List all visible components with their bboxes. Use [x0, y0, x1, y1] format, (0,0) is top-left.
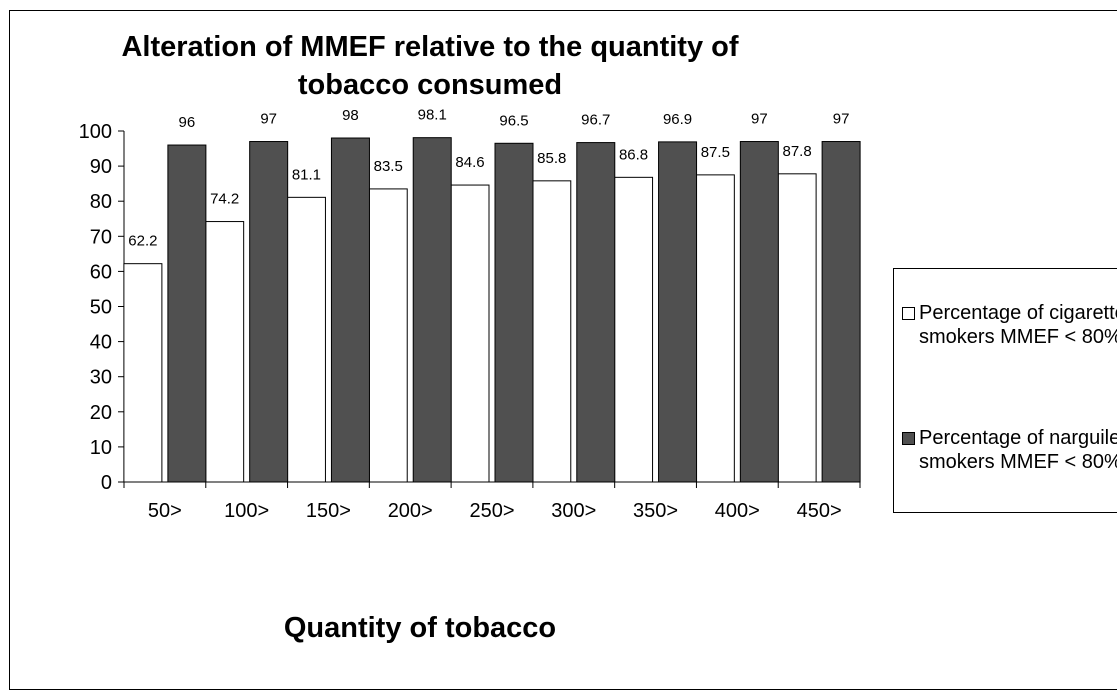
x-tick-label: 350> — [633, 500, 678, 522]
legend: Percentage of cigarette smokers MMEF < 8… — [893, 268, 1117, 513]
y-tick-label: 40 — [90, 332, 112, 354]
data-label-narguileh: 97 — [833, 111, 850, 128]
y-tick-label: 90 — [90, 156, 112, 178]
legend-label-cigarette: Percentage of cigarette smokers MMEF < 8… — [919, 302, 1117, 348]
data-label-cigarette: 81.1 — [292, 166, 321, 183]
bar-narguileh — [412, 137, 452, 483]
bar-cigarette — [532, 180, 572, 483]
data-label-narguileh: 97 — [260, 111, 277, 128]
bar-narguileh — [658, 141, 698, 483]
data-label-cigarette: 86.8 — [619, 146, 648, 163]
bar-narguileh — [249, 141, 289, 483]
bar-narguileh — [739, 141, 779, 483]
x-tick-label: 300> — [551, 500, 596, 522]
legend-swatch-cigarette — [902, 307, 915, 320]
data-label-cigarette: 62.2 — [128, 233, 157, 250]
data-label-cigarette: 85.8 — [537, 150, 566, 167]
bar-cigarette — [368, 188, 408, 483]
data-label-narguileh: 98 — [342, 107, 359, 124]
bar-cigarette — [614, 176, 654, 483]
bar-cigarette — [286, 196, 326, 483]
y-tick-label: 30 — [90, 367, 112, 389]
bar-narguileh — [330, 137, 370, 483]
x-tick-label: 100> — [224, 500, 269, 522]
bar-cigarette — [123, 263, 163, 483]
data-label-cigarette: 84.6 — [455, 154, 484, 171]
bar-cigarette — [450, 184, 490, 483]
data-label-narguileh: 96.7 — [581, 112, 610, 129]
x-tick-label: 450> — [797, 500, 842, 522]
legend-item-narguileh: Percentage of narguileh smokers MMEF < 8… — [902, 426, 1117, 474]
y-tick-label: 80 — [90, 191, 112, 213]
y-tick-label: 100 — [79, 121, 112, 143]
x-tick-label: 200> — [388, 500, 433, 522]
x-axis-label: Quantity of tobacco — [283, 612, 557, 644]
data-label-cigarette: 87.5 — [701, 144, 730, 161]
data-label-narguileh: 96 — [179, 114, 196, 131]
plot-area: 0 10 20 30 40 50 60 70 80 90 100 50> 100> 150> 200> 250… — [79, 107, 861, 522]
x-tick-label: 150> — [306, 500, 351, 522]
bar-narguileh — [167, 144, 207, 483]
data-label-narguileh: 97 — [751, 111, 768, 128]
data-label-narguileh: 96.5 — [499, 112, 528, 129]
legend-item-cigarette: Percentage of cigarette smokers MMEF < 8… — [902, 301, 1117, 349]
legend-label-narguileh: Percentage of narguileh smokers MMEF < 8… — [919, 427, 1117, 473]
y-tick-label: 20 — [90, 402, 112, 424]
y-tick-label: 10 — [90, 437, 112, 459]
data-label-narguileh: 98.1 — [418, 107, 447, 124]
y-tick-label: 0 — [101, 472, 112, 494]
bar-cigarette — [205, 221, 245, 483]
bar-cigarette — [695, 174, 735, 483]
legend-swatch-narguileh — [902, 432, 915, 445]
chart-title: Alteration of MMEF relative to the quant… — [121, 31, 739, 101]
data-label-narguileh: 96.9 — [663, 111, 692, 128]
data-label-cigarette: 74.2 — [210, 191, 239, 208]
x-tick-label: 400> — [715, 500, 760, 522]
x-tick-label: 250> — [469, 500, 514, 522]
data-label-cigarette: 87.8 — [783, 143, 812, 160]
bar-narguileh — [576, 142, 616, 483]
bar-narguileh — [821, 141, 861, 483]
bar-narguileh — [494, 142, 534, 483]
y-tick-label: 70 — [90, 226, 112, 248]
y-tick-label: 60 — [90, 261, 112, 283]
bar-cigarette — [777, 173, 817, 483]
y-tick-label: 50 — [90, 297, 112, 319]
data-label-cigarette: 83.5 — [374, 158, 403, 175]
x-tick-label: 50> — [148, 500, 182, 522]
